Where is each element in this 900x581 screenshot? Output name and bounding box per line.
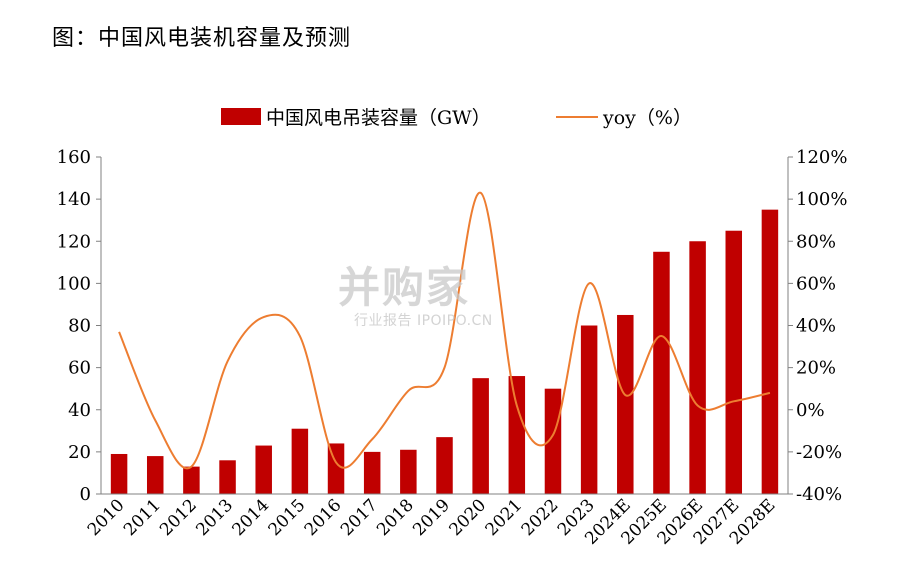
x-tick-label: 2013	[192, 495, 237, 540]
legend-label-bar: 中国风电吊装容量（GW）	[266, 107, 491, 129]
x-tick-label: 2017	[337, 495, 382, 540]
left-tick-label: 80	[68, 316, 91, 337]
right-tick-label: 80%	[796, 231, 836, 252]
left-tick-label: 60	[68, 358, 91, 379]
x-tick-label: 2012	[156, 495, 201, 540]
right-tick-label: 40%	[796, 316, 836, 337]
left-tick-label: 160	[57, 147, 91, 168]
yoy-line	[118, 191, 771, 470]
x-tick-label: 2020	[445, 495, 490, 540]
x-tick-label: 2015	[265, 495, 310, 540]
x-tick-label: 2016	[301, 495, 346, 540]
bar-series	[110, 209, 779, 494]
figure-title: 图：中国风电装机容量及预测	[52, 26, 352, 51]
bar-2012	[183, 466, 200, 494]
x-tick-label: 2014	[229, 495, 274, 540]
line-series	[118, 191, 771, 470]
bar-2018	[400, 449, 417, 494]
right-tick-label: 60%	[796, 273, 836, 294]
bar-2022	[544, 388, 562, 494]
x-tick-label: 2019	[409, 495, 454, 540]
bar-2013	[219, 460, 236, 494]
x-tick-label: 2011	[120, 495, 165, 540]
bar-2010	[110, 453, 128, 494]
bar-2019	[436, 437, 453, 494]
bar-2025E	[653, 251, 670, 494]
bar-2026E	[689, 241, 706, 494]
left-tick-label: 140	[57, 189, 91, 210]
bar-2020	[472, 378, 489, 494]
right-tick-label: -20%	[796, 442, 842, 463]
legend-label-line: yoy（%）	[602, 107, 692, 129]
bar-2011	[146, 456, 164, 494]
bar-2027E	[725, 230, 743, 494]
x-tick-label: 2018	[373, 495, 418, 540]
bar-2024E	[617, 314, 634, 494]
left-tick-label: 40	[68, 400, 91, 421]
right-tick-label: 20%	[796, 358, 836, 379]
right-tick-label: 100%	[796, 189, 847, 210]
x-tick-label: 2021	[482, 495, 527, 540]
left-tick-label: 0	[80, 484, 91, 505]
right-tick-label: -40%	[796, 484, 842, 505]
bar-2028E	[761, 209, 779, 494]
left-tick-label: 20	[68, 442, 91, 463]
legend: 中国风电吊装容量（GW） yoy（%）	[221, 107, 692, 129]
x-tick-label: 2022	[518, 495, 563, 540]
left-tick-label: 100	[57, 273, 91, 294]
left-tick-label: 120	[57, 231, 91, 252]
legend-swatch-bar	[221, 108, 261, 125]
bar-2017	[363, 451, 381, 494]
bar-2023	[580, 325, 598, 494]
bar-2021	[508, 376, 526, 494]
right-tick-label: 0%	[796, 400, 825, 421]
right-tick-label: 120%	[796, 147, 847, 168]
bar-2015	[291, 428, 309, 494]
bar-2014	[255, 445, 272, 494]
